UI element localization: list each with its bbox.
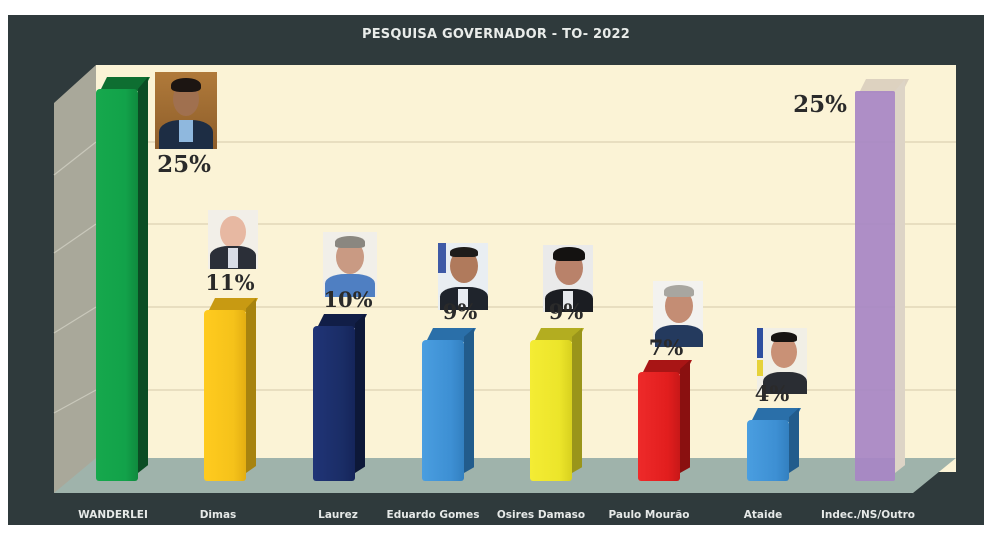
candidate-photo-ataide [757, 328, 807, 394]
side-wall [54, 65, 96, 493]
candidate-photo-laurez [323, 232, 377, 297]
value-label-indecisos: 25% [793, 91, 847, 118]
candidate-photo-dimas [208, 210, 258, 269]
value-label-paulo-mourao: 7% [648, 335, 684, 360]
category-label-osires-damaso: Osires Damaso [496, 509, 586, 521]
value-label-osires-damaso: 9% [548, 299, 584, 324]
chart-frame: PESQUISA GOVERNADOR - TO- 2022 [8, 15, 984, 525]
category-label-indecisos: Indec./NS/Outro [820, 509, 916, 521]
value-label-ataide: 4% [754, 381, 790, 406]
side-gridlines [53, 141, 97, 414]
floor [54, 458, 956, 493]
category-label-eduardo-gomes: Eduardo Gomes [386, 509, 480, 521]
category-label-wanderlei: WANDERLEI [78, 509, 148, 521]
candidate-photo-eduardo-gomes [438, 243, 488, 310]
category-label-paulo-mourao: Paulo Mourão [608, 509, 690, 521]
candidate-photo-osires-damaso [543, 245, 593, 312]
category-label-dimas: Dimas [199, 509, 237, 521]
value-label-wanderlei: 25% [157, 151, 211, 178]
candidate-photo-paulo-mourao [653, 281, 703, 347]
candidate-photo-wanderlei [155, 72, 217, 149]
value-label-dimas: 11% [205, 270, 255, 295]
value-label-eduardo-gomes: 9% [442, 299, 478, 324]
value-label-laurez: 10% [323, 287, 373, 312]
chart-title: PESQUISA GOVERNADOR - TO- 2022 [362, 27, 630, 42]
category-label-laurez: Laurez [318, 509, 358, 521]
category-label-ataide: Ataide [743, 509, 783, 521]
